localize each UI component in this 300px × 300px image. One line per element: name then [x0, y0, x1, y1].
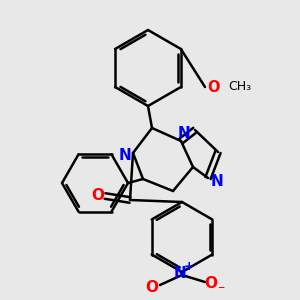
- Text: O: O: [146, 280, 158, 295]
- Text: O: O: [92, 188, 104, 203]
- Text: +: +: [184, 260, 194, 274]
- Text: CH₃: CH₃: [228, 80, 251, 94]
- Text: O: O: [207, 80, 220, 94]
- Text: N: N: [211, 173, 224, 188]
- Text: O: O: [205, 277, 218, 292]
- Text: N: N: [178, 127, 190, 142]
- Text: ⁻: ⁻: [217, 283, 225, 297]
- Text: N: N: [174, 266, 186, 280]
- Text: N: N: [118, 148, 131, 163]
